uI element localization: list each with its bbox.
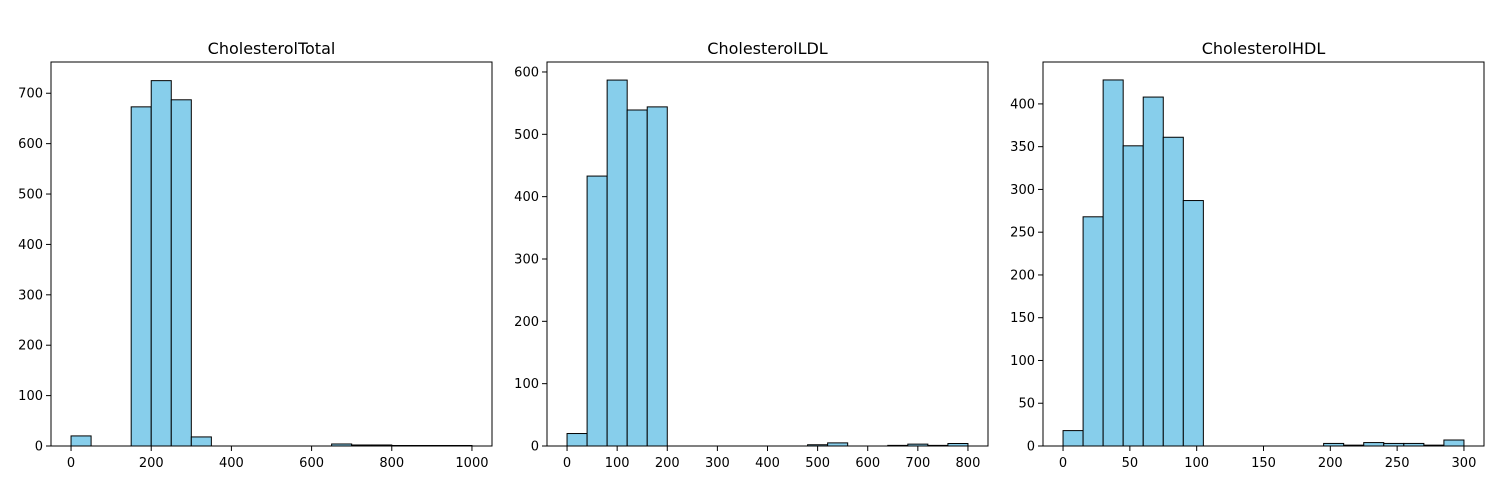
y-tick-label: 700	[18, 87, 43, 102]
histogram-bar	[566, 433, 588, 447]
histogram-bar	[70, 435, 92, 447]
histogram-bar	[1363, 442, 1385, 447]
x-tick-label: 400	[755, 456, 780, 471]
y-tick-label: 400	[1010, 97, 1035, 112]
histogram-bar	[626, 109, 648, 447]
y-tick-label: 150	[1010, 311, 1035, 326]
x-tick-label: 200	[655, 456, 680, 471]
chart-panel-1: CholesterolTotal 0 200 400 600 800 1000 0 100 200…	[18, 39, 493, 471]
histogram-bar	[150, 80, 172, 447]
chart-title: CholesterolLDL	[707, 39, 828, 58]
histogram-bar	[1142, 96, 1164, 447]
y-tick-label: 0	[1027, 440, 1035, 455]
x-tick-label: 1000	[455, 456, 488, 471]
x-tick-label: 0	[563, 456, 571, 471]
x-tick-label: 600	[299, 456, 324, 471]
x-tick-label: 50	[1122, 456, 1139, 471]
x-tick-label: 300	[1452, 456, 1477, 471]
axes-frame	[50, 61, 493, 447]
histogram-bar	[130, 106, 152, 447]
histogram-bar	[1102, 79, 1124, 447]
bars	[566, 79, 969, 447]
x-tick-label: 800	[956, 456, 981, 471]
y-tick-label: 200	[514, 315, 539, 330]
histogram-bar	[646, 106, 668, 447]
histogram-bar	[1082, 216, 1104, 447]
x-tick-label: 200	[1318, 456, 1343, 471]
y-tick-label: 100	[18, 389, 43, 404]
bars	[70, 80, 473, 447]
y-tick-label: 100	[514, 377, 539, 392]
y-tick-label: 600	[514, 65, 539, 80]
y-tick-label: 300	[18, 288, 43, 303]
y-tick-label: 600	[18, 137, 43, 152]
x-tick-label: 250	[1385, 456, 1410, 471]
histogram-bar	[1062, 430, 1084, 447]
y-tick-label: 300	[514, 252, 539, 267]
y-tick-label: 400	[514, 190, 539, 205]
histogram-bar	[1122, 145, 1144, 447]
x-tick-label: 600	[855, 456, 880, 471]
histogram-bar	[606, 79, 628, 447]
y-tick-label: 200	[1010, 268, 1035, 283]
x-tick-label: 0	[1059, 456, 1067, 471]
x-tick-label: 400	[219, 456, 244, 471]
bars	[1062, 79, 1465, 447]
histogram-bar	[190, 436, 212, 447]
x-tick-label: 800	[379, 456, 404, 471]
histogram-bar	[586, 175, 608, 447]
y-tick-label: 100	[1010, 354, 1035, 369]
x-tick-label: 200	[139, 456, 164, 471]
y-tick-label: 50	[1018, 397, 1035, 412]
y-tick-label: 0	[35, 440, 43, 455]
x-tick-label: 150	[1251, 456, 1276, 471]
histogram-bar	[170, 99, 192, 447]
y-tick-label: 350	[1010, 140, 1035, 155]
y-tick-label: 200	[18, 339, 43, 354]
y-tick-label: 500	[18, 188, 43, 203]
x-tick-label: 300	[705, 456, 730, 471]
histogram-bar	[1182, 200, 1204, 447]
y-tick-label: 250	[1010, 226, 1035, 241]
x-tick-label: 500	[805, 456, 830, 471]
y-tick-label: 400	[18, 238, 43, 253]
y-tick-label: 500	[514, 128, 539, 143]
chart-title: CholesterolTotal	[208, 39, 336, 58]
histogram-bar	[1162, 136, 1184, 447]
x-tick-label: 700	[905, 456, 930, 471]
chart-panel-2: CholesterolLDL 0 100 200 300 400 500 600 700 800 0…	[514, 39, 989, 471]
y-tick-label: 0	[531, 440, 539, 455]
chart-panel-3: CholesterolHDL 0 50 100 150 200 250 300 0 50 100 15…	[1010, 39, 1485, 471]
x-tick-label: 100	[605, 456, 630, 471]
histogram-bar	[1443, 439, 1465, 447]
chart-title: CholesterolHDL	[1202, 39, 1326, 58]
y-tick-label: 300	[1010, 183, 1035, 198]
x-tick-label: 100	[1184, 456, 1209, 471]
x-tick-label: 0	[67, 456, 75, 471]
